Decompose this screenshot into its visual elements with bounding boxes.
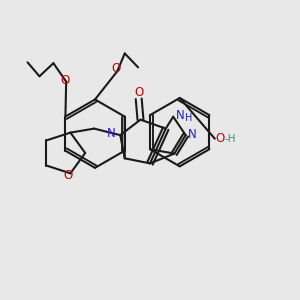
Text: H: H [185, 113, 192, 123]
Text: O: O [63, 169, 73, 182]
Text: -H: -H [225, 134, 236, 144]
Text: N: N [176, 109, 184, 122]
Text: N: N [188, 128, 197, 141]
Text: O: O [111, 62, 120, 75]
Text: O: O [60, 74, 69, 87]
Text: O: O [134, 86, 143, 99]
Text: N: N [107, 127, 116, 140]
Text: O: O [215, 132, 225, 145]
